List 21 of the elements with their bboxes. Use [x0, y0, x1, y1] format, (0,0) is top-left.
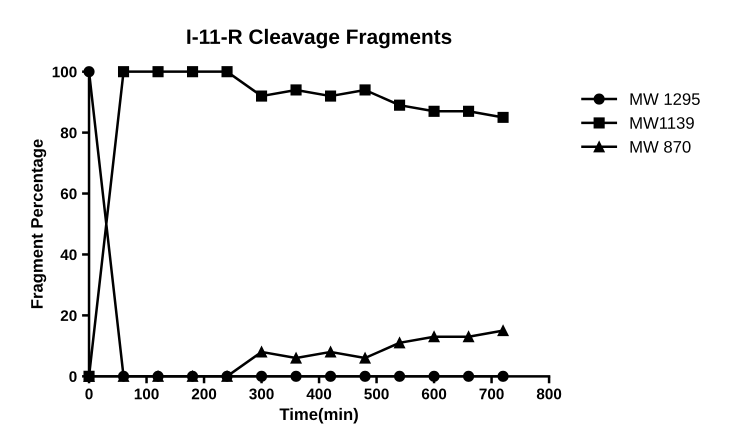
y-tick-label: 80 [60, 127, 77, 138]
y-tick-label: 40 [60, 249, 77, 260]
x-tick-label: 400 [306, 388, 332, 400]
x-tick-label: 100 [134, 388, 159, 400]
legend-label: MW 1295 [630, 93, 700, 106]
y-tick-label: 100 [52, 66, 77, 78]
y-tick-label: 0 [69, 371, 77, 382]
x-tick-label: 0 [85, 388, 93, 400]
x-tick-label: 600 [422, 388, 446, 400]
x-tick-label: 200 [192, 388, 216, 400]
x-tick-label: 500 [364, 388, 389, 400]
x-axis-title: Time(min) [280, 408, 358, 424]
x-tick-label: 800 [536, 388, 562, 400]
x-tick-label: 300 [249, 388, 274, 400]
chart-title: I-11-R Cleavage Fragments [187, 28, 452, 48]
legend-label: MW1139 [630, 117, 694, 129]
y-tick-label: 20 [60, 310, 77, 322]
y-tick-label: 60 [60, 188, 77, 200]
y-axis-title: Fragment Percentage [31, 139, 46, 308]
legend-label: MW 870 [630, 140, 691, 153]
x-tick-label: 700 [479, 388, 504, 400]
